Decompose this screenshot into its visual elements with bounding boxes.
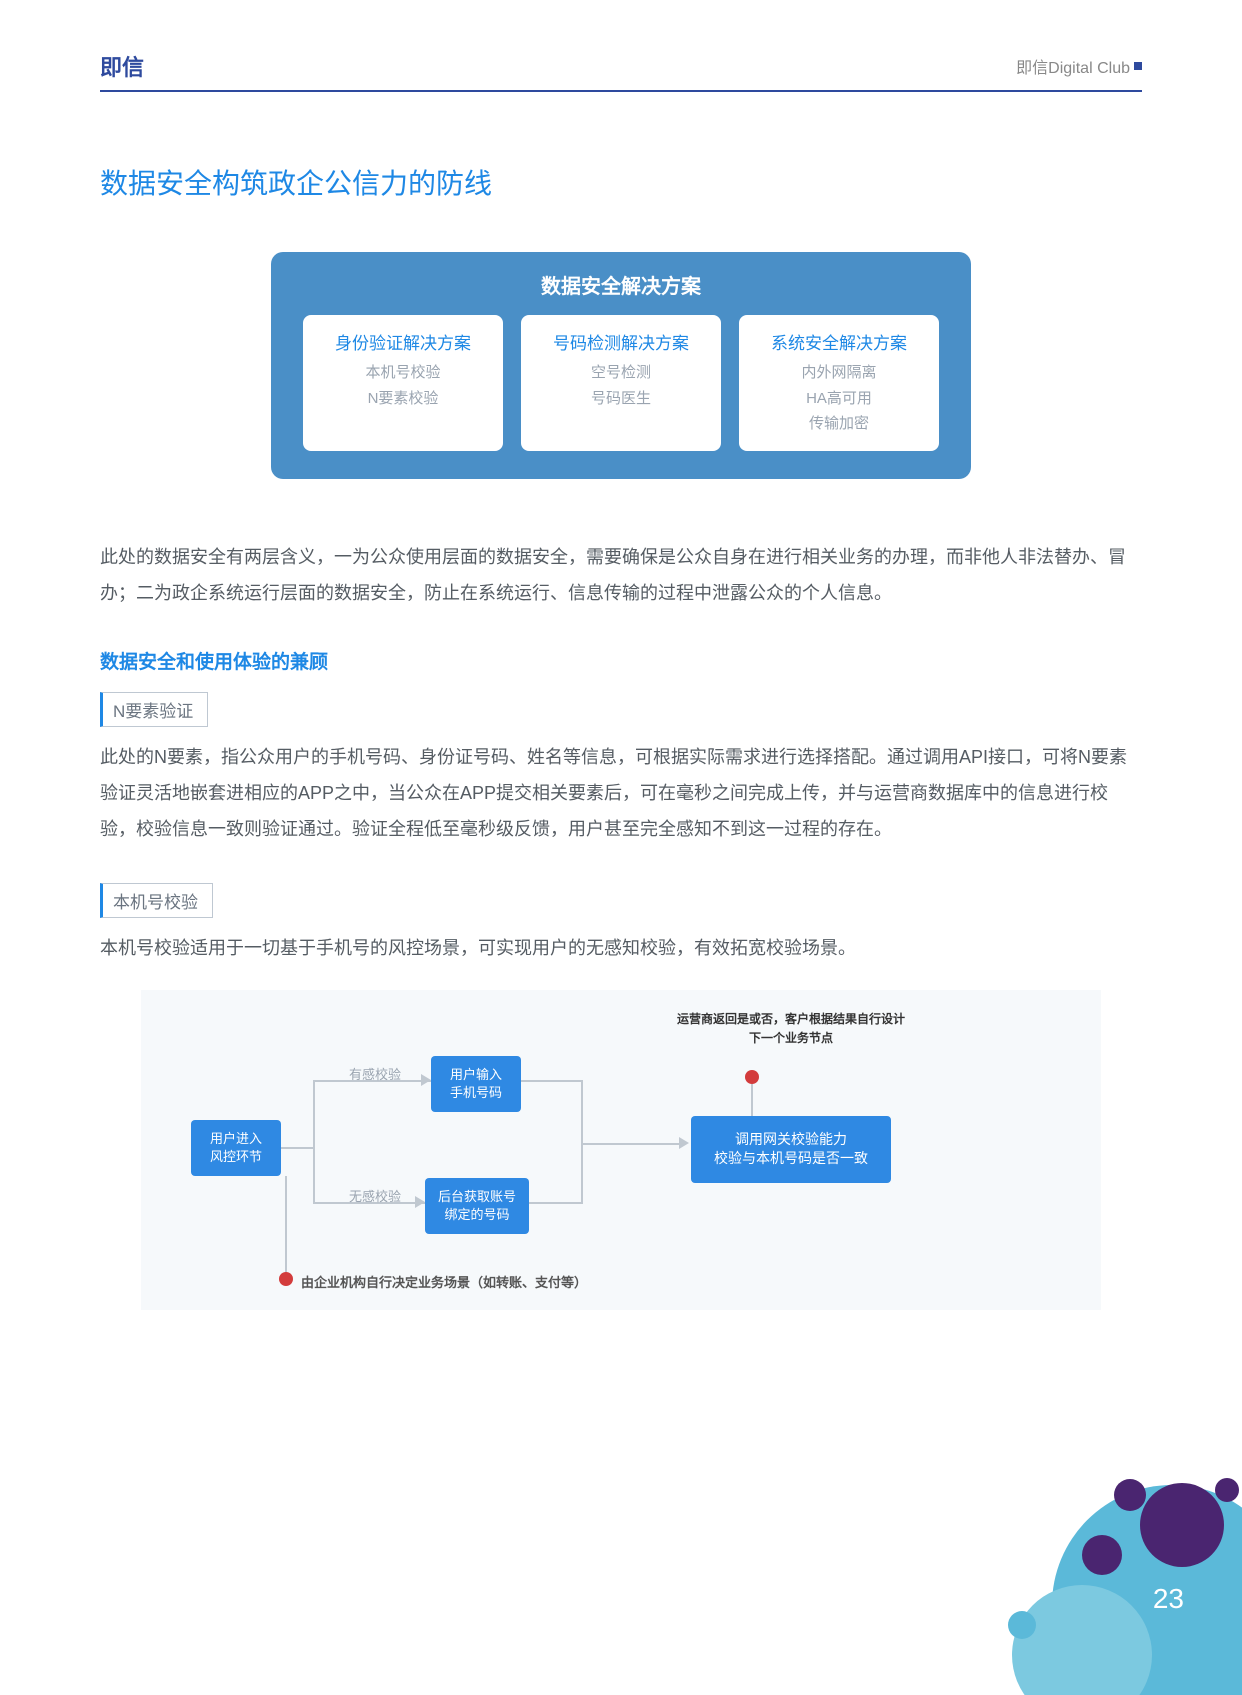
page-number: 23	[1153, 1583, 1184, 1615]
arrow-right-icon	[421, 1074, 431, 1086]
flowchart: 运营商返回是或否，客户根据结果自行设计下一个业务节点 用户进入风控环节 有感校验…	[171, 1020, 1071, 1280]
club-name: 即信Digital Club	[1016, 54, 1142, 78]
flow-node-text: 用户输入手机号码	[450, 1067, 502, 1100]
club-text: 即信Digital Club	[1016, 54, 1130, 78]
intro-paragraph: 此处的数据安全有两层含义，一为公众使用层面的数据安全，需要确保是公众自身在进行相…	[100, 539, 1142, 611]
arrow-right-icon	[415, 1196, 425, 1208]
flow-line	[581, 1143, 681, 1145]
flow-node-backend: 后台获取账号绑定的号码	[425, 1178, 529, 1234]
flow-node-start: 用户进入风控环节	[191, 1120, 281, 1176]
card-line: 内外网隔离	[749, 360, 929, 386]
flow-node-input: 用户输入手机号码	[431, 1056, 521, 1112]
flowchart-container: 运营商返回是或否，客户根据结果自行设计下一个业务节点 用户进入风控环节 有感校验…	[141, 990, 1101, 1310]
flow-line	[285, 1176, 287, 1276]
paragraph-local-verify: 本机号校验适用于一切基于手机号的风控场景，可实现用户的无感知校验，有效拓宽校验场…	[100, 930, 1142, 966]
flow-line	[281, 1147, 313, 1149]
flow-node-text: 用户进入风控环节	[210, 1131, 262, 1164]
card-heading: 系统安全解决方案	[749, 329, 929, 354]
card-line: N要素校验	[313, 386, 493, 412]
solution-box: 数据安全解决方案 身份验证解决方案 本机号校验 N要素校验 号码检测解决方案 空…	[271, 252, 971, 479]
solution-card-number: 号码检测解决方案 空号检测 号码医生	[521, 315, 721, 451]
brand-name: 即信	[100, 50, 144, 82]
flow-edge-label: 无感校验	[349, 1186, 401, 1205]
tag-local-verify: 本机号校验	[100, 883, 213, 918]
card-heading: 号码检测解决方案	[531, 329, 711, 354]
page-title: 数据安全构筑政企公信力的防线	[100, 162, 1142, 202]
paragraph-n-element: 此处的N要素，指公众用户的手机号码、身份证号码、姓名等信息，可根据实际需求进行选…	[100, 739, 1142, 847]
card-line: HA高可用	[749, 386, 929, 412]
solution-box-title: 数据安全解决方案	[301, 270, 941, 299]
decor-blobs	[882, 1395, 1242, 1695]
flow-top-label-text: 运营商返回是或否，客户根据结果自行设计下一个业务节点	[677, 1012, 905, 1045]
arrow-right-icon	[679, 1137, 689, 1149]
flow-bottom-label: 由企业机构自行决定业务场景（如转账、支付等）	[301, 1272, 587, 1291]
flow-line	[521, 1080, 581, 1082]
flow-node-gateway: 调用网关校验能力校验与本机号码是否一致	[691, 1116, 891, 1183]
section-heading: 数据安全和使用体验的兼顾	[100, 647, 1142, 674]
flow-node-text: 调用网关校验能力校验与本机号码是否一致	[714, 1131, 868, 1167]
flow-line	[313, 1080, 315, 1202]
card-line: 本机号校验	[313, 360, 493, 386]
header-dot-icon	[1134, 62, 1142, 70]
card-line: 传输加密	[749, 411, 929, 437]
page-header: 即信 即信Digital Club	[100, 50, 1142, 92]
solution-card-identity: 身份验证解决方案 本机号校验 N要素校验	[303, 315, 503, 451]
card-line: 号码医生	[531, 386, 711, 412]
tag-n-element: N要素验证	[100, 692, 208, 727]
flow-line	[581, 1080, 583, 1204]
solution-cards-row: 身份验证解决方案 本机号校验 N要素校验 号码检测解决方案 空号检测 号码医生 …	[301, 315, 941, 451]
card-heading: 身份验证解决方案	[313, 329, 493, 354]
flow-top-label: 运营商返回是或否，客户根据结果自行设计下一个业务节点	[671, 1010, 911, 1048]
solution-card-system: 系统安全解决方案 内外网隔离 HA高可用 传输加密	[739, 315, 939, 451]
flow-edge-label: 有感校验	[349, 1064, 401, 1083]
card-line: 空号检测	[531, 360, 711, 386]
flow-line	[529, 1202, 581, 1204]
flow-node-text: 后台获取账号绑定的号码	[438, 1189, 516, 1222]
flow-dot-top	[745, 1070, 759, 1084]
flow-dot-bottom	[279, 1272, 293, 1286]
flow-line	[751, 1084, 753, 1116]
